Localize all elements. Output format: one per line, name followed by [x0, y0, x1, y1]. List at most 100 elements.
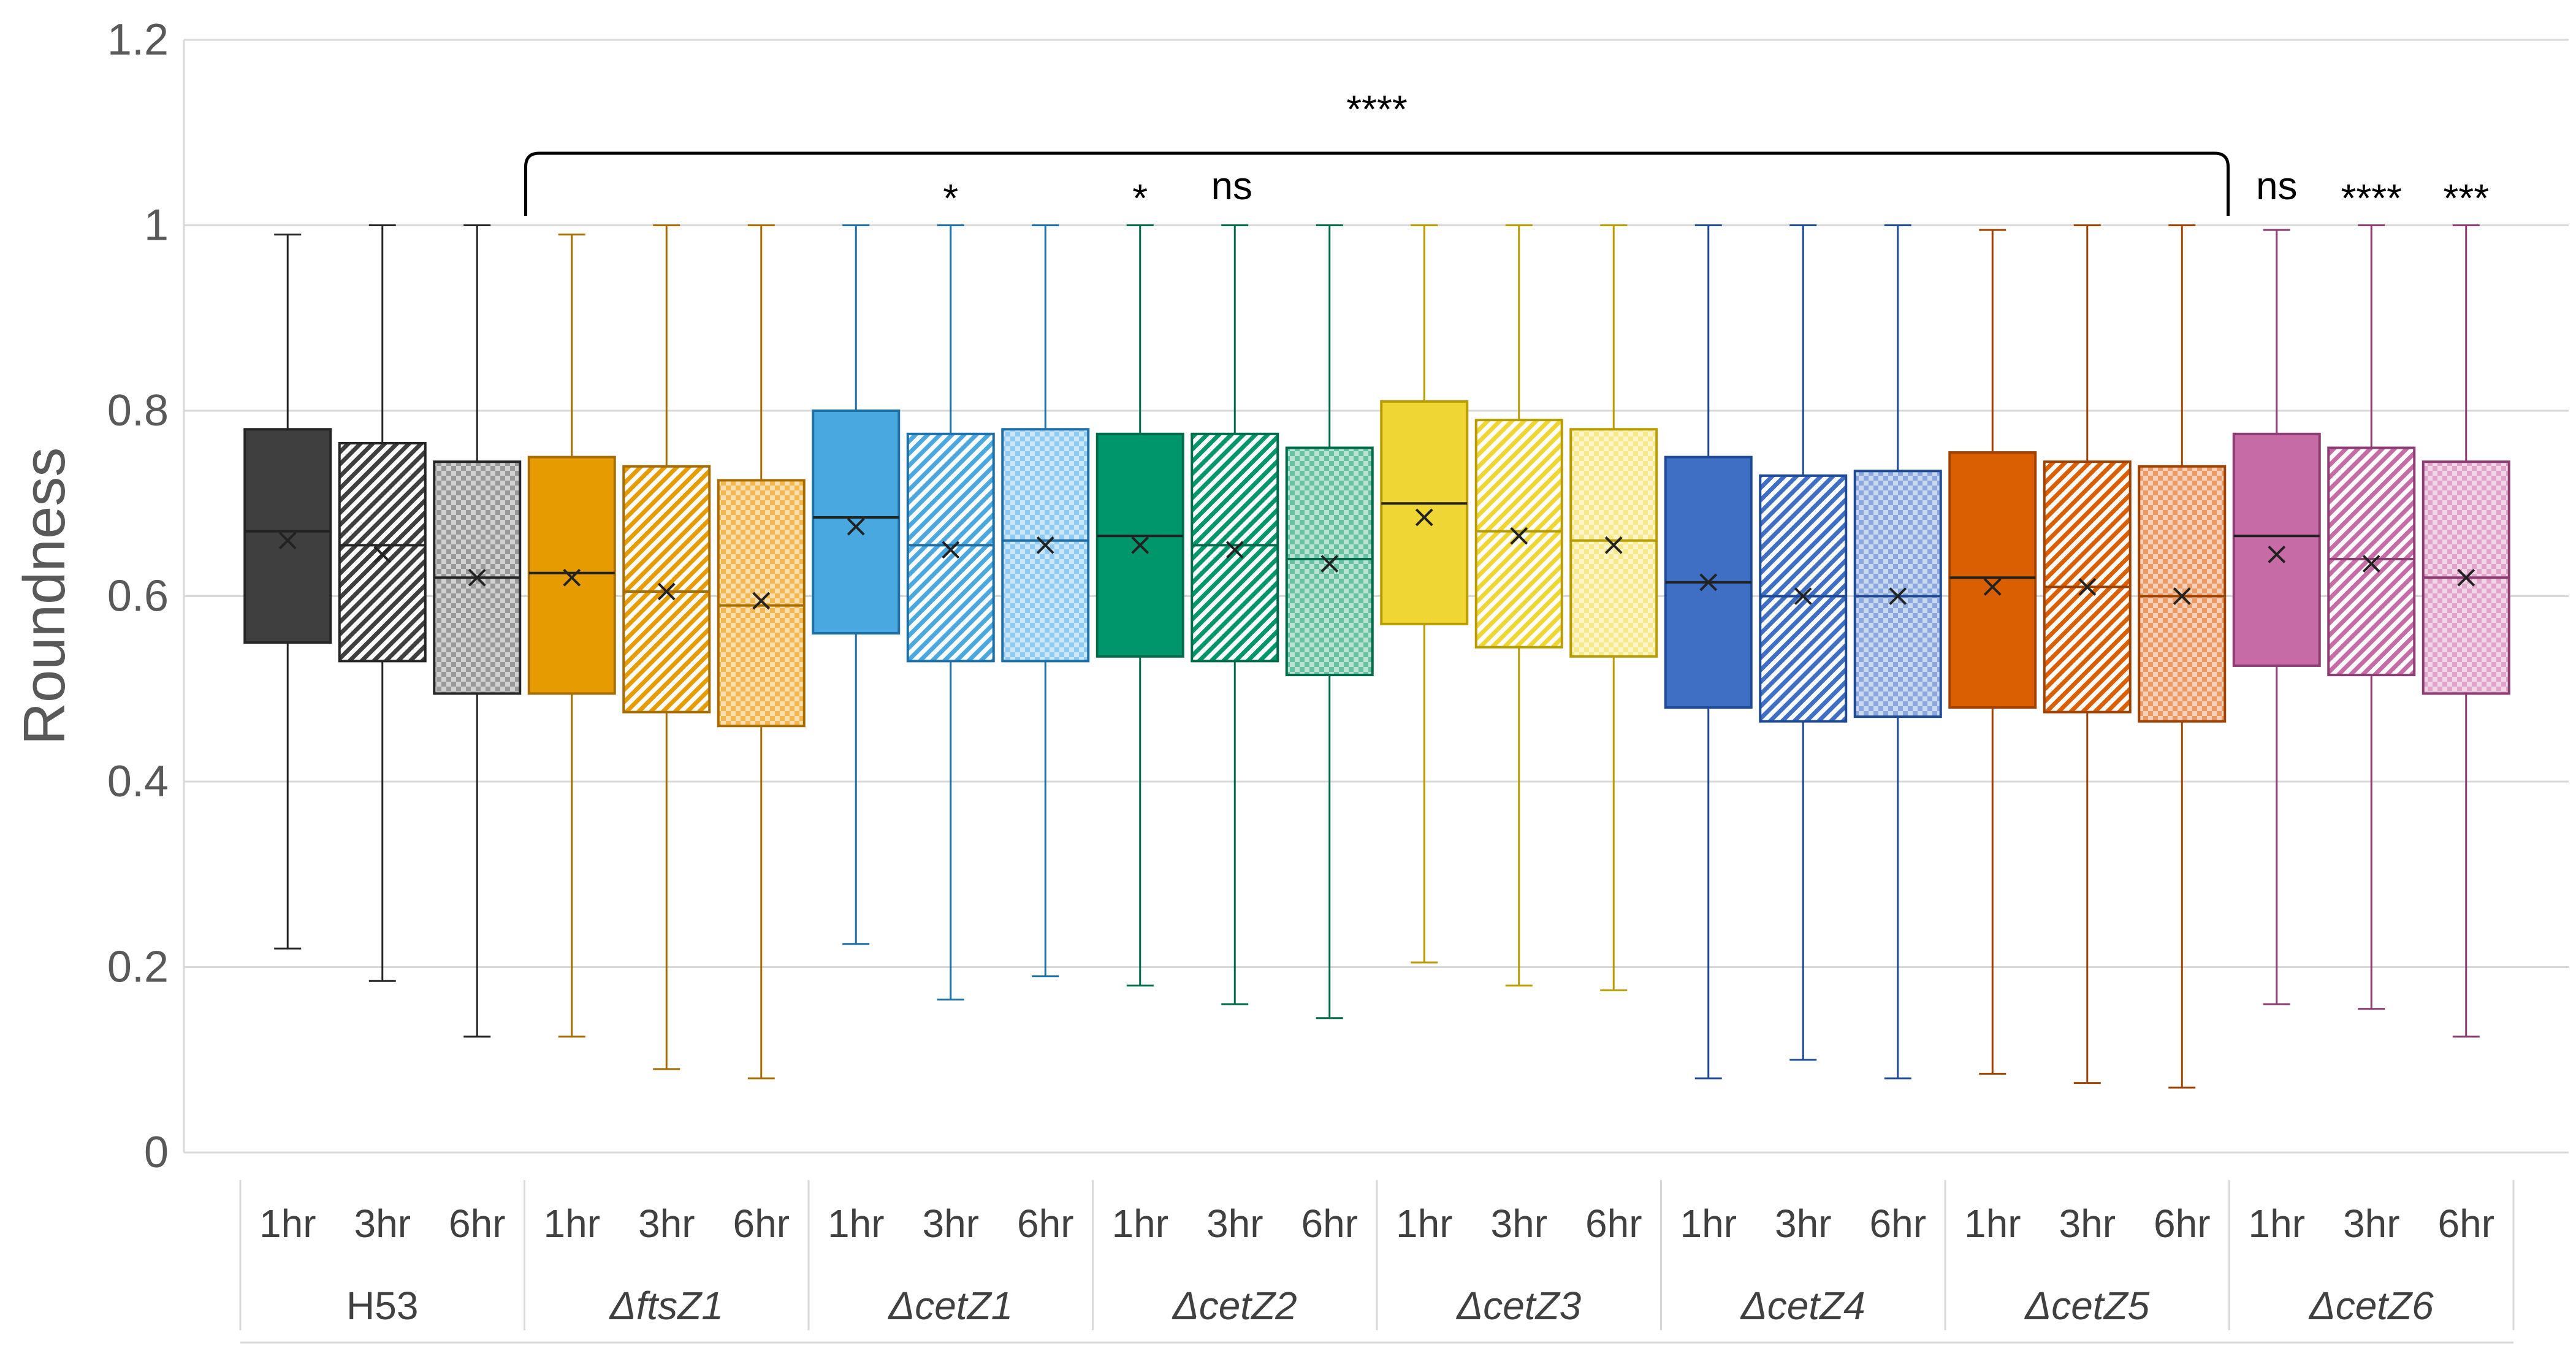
y-tick-label: 0.6 — [107, 572, 169, 621]
x-tick-time: 3hr — [2343, 1202, 2400, 1246]
significance-label: * — [943, 176, 958, 220]
box-series — [243, 224, 2510, 1089]
box-iqr — [1853, 470, 1942, 718]
box-H53-6hr — [433, 224, 522, 1038]
box-iqr — [2138, 465, 2227, 723]
mean-marker — [563, 568, 581, 587]
box-iqr — [1474, 419, 1563, 649]
x-tick-time: 3hr — [1206, 1202, 1263, 1246]
x-tick-time: 6hr — [1870, 1202, 1927, 1246]
mean-marker — [373, 546, 392, 563]
box-iqr — [1948, 451, 2037, 709]
box-ΔcetZ3-3hr — [1474, 224, 1563, 987]
y-tick-label: 0.8 — [107, 386, 169, 435]
box-ΔcetZ1-3hr — [906, 224, 995, 1000]
box-ΔcetZ4-1hr — [1664, 224, 1753, 1080]
mean-marker — [942, 541, 960, 559]
box-ΔcetZ6-3hr — [2327, 224, 2416, 1010]
box-ΔcetZ6-6hr — [2422, 224, 2510, 1038]
mean-marker — [1699, 573, 1718, 592]
y-tick-label: 0.4 — [107, 757, 169, 806]
mean-marker — [1794, 587, 1812, 605]
box-iqr — [2232, 432, 2321, 667]
box-ΔcetZ5-6hr — [2138, 224, 2227, 1089]
x-tick-time: 6hr — [2154, 1202, 2211, 1246]
box-iqr — [1380, 400, 1469, 625]
mean-marker — [847, 517, 865, 536]
box-ΔcetZ2-1hr — [1096, 224, 1184, 987]
box-iqr — [1759, 474, 1848, 723]
y-tick-label: 0.2 — [107, 943, 169, 992]
box-ΔcetZ3-6hr — [1569, 224, 1658, 991]
box-ΔftsZ1-3hr — [622, 224, 711, 1070]
x-tick-time: 1hr — [1396, 1202, 1453, 1246]
y-tick-label: 1.2 — [107, 15, 169, 64]
box-H53-1hr — [243, 234, 332, 950]
x-tick-time: 6hr — [1301, 1202, 1358, 1246]
x-tick-time: 3hr — [354, 1202, 411, 1246]
mean-marker — [2457, 568, 2475, 587]
box-iqr — [1285, 446, 1374, 677]
box-iqr — [243, 428, 332, 644]
box-ΔcetZ5-1hr — [1948, 229, 2037, 1075]
y-axis-title: Roundness — [12, 448, 77, 745]
box-iqr — [1191, 432, 1279, 663]
box-ΔcetZ6-1hr — [2232, 229, 2321, 1005]
significance-label: *** — [2443, 176, 2489, 220]
mean-marker — [2173, 587, 2191, 605]
x-group-label: ΔftsZ1 — [609, 1284, 723, 1328]
x-tick-time: 1hr — [1680, 1202, 1737, 1246]
mean-marker — [657, 582, 676, 601]
x-tick-time: 1hr — [544, 1202, 601, 1246]
significance-label: ns — [2256, 164, 2298, 208]
box-iqr — [717, 479, 806, 728]
x-tick-time: 6hr — [733, 1202, 790, 1246]
box-iqr — [1569, 428, 1658, 658]
significance-label: **** — [1346, 87, 1408, 131]
x-group-label: ΔcetZ1 — [887, 1284, 1013, 1328]
x-tick-time: 3hr — [1775, 1202, 1832, 1246]
box-ΔcetZ1-1hr — [812, 224, 901, 945]
x-tick-time: 3hr — [2059, 1202, 2116, 1246]
box-iqr — [338, 441, 427, 663]
mean-marker — [1510, 527, 1528, 545]
mean-marker — [1225, 541, 1244, 559]
x-tick-time: 1hr — [259, 1202, 316, 1246]
box-iqr — [527, 455, 616, 695]
x-tick-time: 6hr — [449, 1202, 506, 1246]
x-tick-time: 3hr — [1491, 1202, 1548, 1246]
box-iqr — [2327, 446, 2416, 677]
x-tick-time: 6hr — [2438, 1202, 2495, 1246]
box-ΔftsZ1-1hr — [527, 234, 616, 1038]
x-tick-time: 3hr — [638, 1202, 695, 1246]
significance-annotations: ***** * ns ns **** *** — [524, 87, 2489, 220]
x-tick-time: 1hr — [1964, 1202, 2021, 1246]
mean-marker — [278, 532, 297, 550]
x-tick-time: 6hr — [1585, 1202, 1642, 1246]
significance-bracket: **** — [524, 87, 2230, 216]
x-tick-time: 1hr — [2249, 1202, 2306, 1246]
x-tick-time: 1hr — [1112, 1202, 1169, 1246]
mean-marker — [1131, 536, 1149, 554]
y-axis: 0 0.2 0.4 0.6 0.8 1 1.2 Roundness — [12, 15, 169, 1177]
box-iqr — [812, 410, 901, 634]
y-tick-label: 0 — [144, 1128, 169, 1177]
mean-marker — [468, 568, 486, 587]
mean-marker — [1036, 536, 1054, 554]
mean-marker — [2268, 546, 2286, 563]
x-group-label: ΔcetZ2 — [1172, 1284, 1297, 1328]
x-group-label: ΔcetZ6 — [2308, 1284, 2434, 1328]
significance-label: ns — [1211, 164, 1252, 208]
box-ΔcetZ4-6hr — [1853, 224, 1942, 1080]
x-group-label: ΔcetZ4 — [1740, 1284, 1865, 1328]
mean-marker — [1889, 587, 1907, 605]
x-tick-time: 3hr — [923, 1202, 980, 1246]
box-iqr — [622, 465, 711, 714]
box-ΔcetZ2-3hr — [1191, 224, 1279, 1005]
x-tick-time: 1hr — [828, 1202, 885, 1246]
mean-marker — [2078, 577, 2097, 596]
x-group-label: H53 — [346, 1284, 418, 1328]
mean-marker — [1983, 577, 2002, 596]
significance-label: * — [1132, 176, 1148, 220]
